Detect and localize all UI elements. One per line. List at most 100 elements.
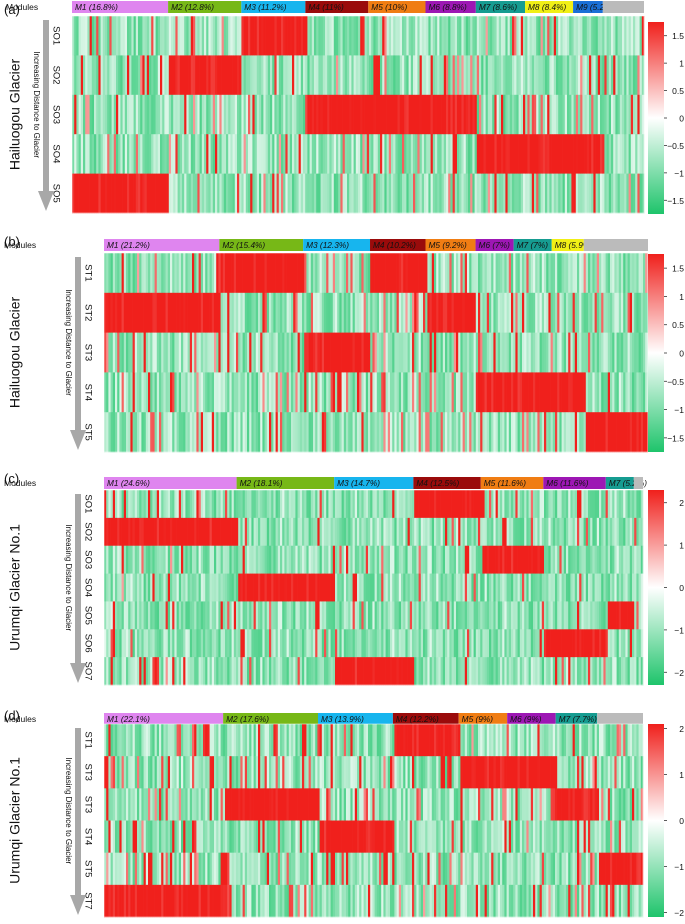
heatmap-cell xyxy=(462,412,466,453)
heatmap-cell xyxy=(368,253,371,294)
heatmap-cell xyxy=(132,820,136,854)
heatmap-cell xyxy=(383,573,386,602)
heatmap-cell xyxy=(104,573,107,602)
heatmap-cell xyxy=(504,332,507,373)
heatmap-cell xyxy=(460,332,463,373)
heatmap-cell xyxy=(636,332,639,373)
heatmap-cell xyxy=(196,412,199,453)
heatmap-cell xyxy=(120,55,123,96)
colorbar-tick-label: −2 xyxy=(674,668,684,678)
heatmap-cell xyxy=(599,253,602,294)
heatmap-cell xyxy=(265,94,269,135)
heatmap-cell xyxy=(153,134,156,174)
heatmap-cell xyxy=(219,16,222,56)
heatmap-cell xyxy=(413,16,416,56)
heatmap-cell xyxy=(94,94,97,135)
heatmap-cell xyxy=(160,134,163,174)
heatmap-cell xyxy=(381,253,384,294)
heatmap-cell xyxy=(266,412,270,453)
heatmap-cell xyxy=(208,16,211,56)
heatmap-cell xyxy=(408,16,412,56)
heatmap-cell xyxy=(470,134,473,174)
heatmap-cell xyxy=(313,517,316,547)
heatmap-cell xyxy=(216,724,219,757)
heatmap-cell xyxy=(247,601,250,630)
heatmap-cell xyxy=(255,332,259,373)
heatmap-cell xyxy=(563,372,567,413)
heatmap-cell xyxy=(418,545,422,574)
heatmap-cell xyxy=(616,253,620,294)
heatmap-cell xyxy=(143,629,147,658)
heatmap-cell xyxy=(289,55,293,96)
heatmap-cell xyxy=(550,545,554,574)
heatmap-cell xyxy=(137,545,140,574)
heatmap-cell xyxy=(104,253,107,294)
heatmap-cell xyxy=(434,629,437,658)
heatmap-cell xyxy=(596,490,600,519)
heatmap-cell xyxy=(377,55,381,96)
heatmap-cell xyxy=(87,94,90,135)
heatmap-cell xyxy=(382,55,385,96)
heatmap-cell xyxy=(504,253,507,294)
heatmap-cell xyxy=(463,16,467,56)
heatmap-cell xyxy=(150,724,153,757)
heatmap-cell xyxy=(127,173,130,214)
heatmap-cell xyxy=(524,372,527,413)
heatmap-cell xyxy=(429,601,433,630)
heatmap-cell xyxy=(150,852,153,886)
heatmap-cell xyxy=(123,517,127,547)
heatmap-cell xyxy=(309,173,313,214)
heatmap-cell xyxy=(526,629,529,658)
heatmap-cell xyxy=(409,372,413,413)
heatmap-cell xyxy=(222,629,226,658)
heatmap-cell xyxy=(512,94,515,135)
heatmap-cell xyxy=(324,573,327,602)
heatmap-cell xyxy=(324,490,327,519)
heatmap-cell xyxy=(285,134,288,174)
heatmap-cell xyxy=(330,629,334,658)
heatmap-cell xyxy=(137,820,140,854)
heatmap-cell xyxy=(479,173,482,214)
heatmap-cell xyxy=(284,573,287,602)
heatmap-cell xyxy=(289,134,293,174)
heatmap-cell xyxy=(397,55,401,96)
heatmap-cell xyxy=(484,545,488,574)
heatmap-cell xyxy=(115,412,118,453)
heatmap-cell xyxy=(539,490,543,519)
heatmap-cell xyxy=(398,657,402,686)
heatmap-cell xyxy=(277,756,281,789)
heatmap-cell xyxy=(216,292,219,333)
heatmap-cell xyxy=(326,292,329,333)
heatmap-cell xyxy=(440,490,444,519)
heatmap-cell xyxy=(359,657,362,686)
heatmap-cell xyxy=(426,173,429,214)
heatmap-cell xyxy=(317,657,320,686)
heatmap-cell xyxy=(119,601,122,630)
heatmap-cell xyxy=(438,372,441,413)
heatmap-cell xyxy=(384,94,387,135)
heatmap-cell xyxy=(143,788,147,821)
heatmap-cell xyxy=(392,573,395,602)
heatmap-cell xyxy=(207,724,210,757)
heatmap-cell xyxy=(613,16,616,56)
heatmap-cell xyxy=(293,756,296,789)
heatmap-cell xyxy=(550,629,554,658)
heatmap-cell xyxy=(156,332,160,373)
heatmap-cell xyxy=(490,55,493,96)
heatmap-cell xyxy=(216,601,219,630)
heatmap-cell xyxy=(272,16,275,56)
heatmap-cell xyxy=(211,756,215,789)
heatmap-cell xyxy=(273,412,276,453)
heatmap-cell xyxy=(412,412,415,453)
heatmap-cell xyxy=(249,820,252,854)
heatmap-cell xyxy=(566,657,569,686)
heatmap-cell xyxy=(530,292,534,333)
heatmap-cell xyxy=(324,629,327,658)
heatmap-cell xyxy=(133,134,137,174)
heatmap-cell xyxy=(192,788,195,821)
heatmap-cell xyxy=(219,134,222,174)
heatmap-cell xyxy=(423,517,426,547)
heatmap-cell xyxy=(570,253,573,294)
heatmap-cell xyxy=(548,412,551,453)
heatmap-cell xyxy=(469,412,472,453)
